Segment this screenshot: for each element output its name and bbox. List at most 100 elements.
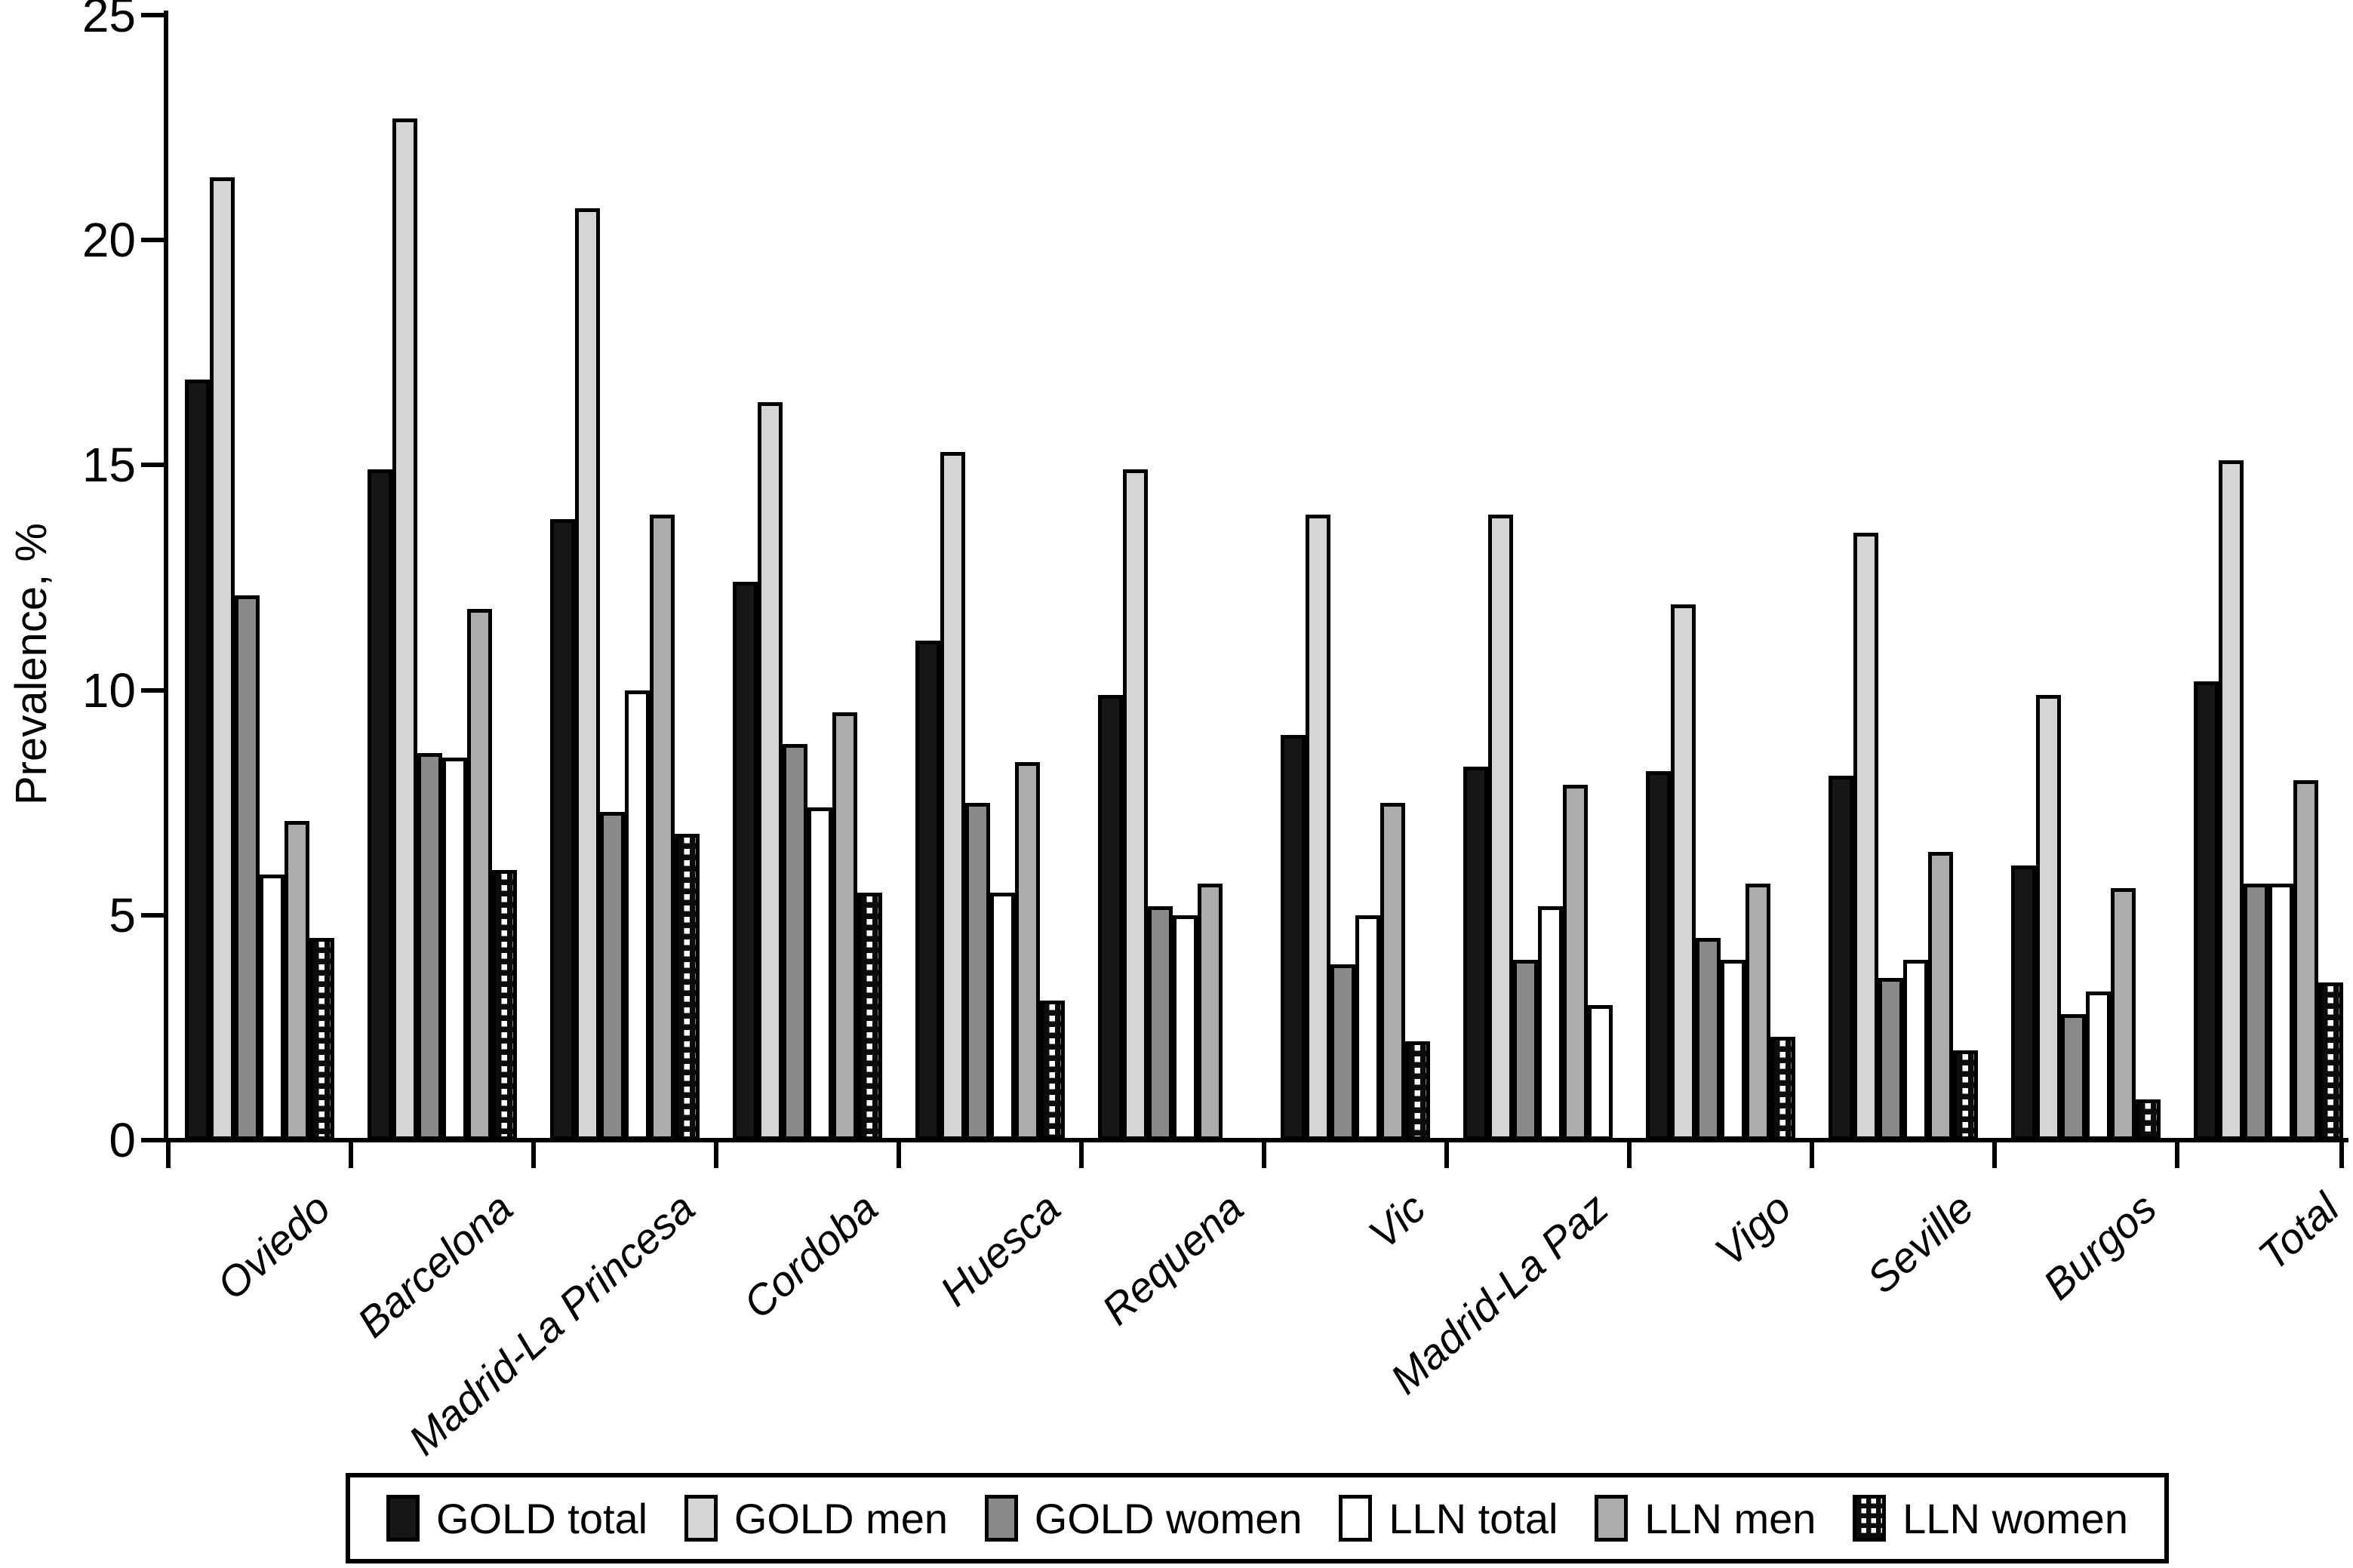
bar-lln-total-vic xyxy=(1355,915,1380,1140)
y-tick-label-5: 5 xyxy=(109,887,136,942)
x-category-label-total: Total xyxy=(2248,1183,2348,1280)
legend-swatch-lln-men xyxy=(1595,1495,1629,1542)
x-tick xyxy=(1810,1138,1814,1168)
x-tick xyxy=(166,1138,171,1168)
bar-lln-total-huesca xyxy=(990,893,1015,1140)
y-tick-label-15: 15 xyxy=(82,438,136,493)
y-tick-20 xyxy=(141,238,166,243)
bar-gold-total-seville xyxy=(1829,776,1853,1140)
bar-gold-total-madrid-la-princesa xyxy=(550,519,575,1140)
x-tick xyxy=(531,1138,536,1168)
bar-lln-total-burgos xyxy=(2086,992,2111,1140)
bar-gold-men-vigo xyxy=(1671,604,1696,1140)
x-category-label-vigo: Vigo xyxy=(1706,1183,1800,1275)
legend-label-lln-men: LLN men xyxy=(1644,1494,1816,1542)
bar-lln-men-madrid-la-paz xyxy=(1563,785,1588,1140)
bar-lln-women-madrid-la-paz xyxy=(1588,1005,1613,1140)
bar-gold-women-cordoba xyxy=(783,744,807,1140)
legend-swatch-gold-total xyxy=(386,1495,420,1542)
bar-lln-women-burgos xyxy=(2136,1099,2161,1140)
x-tick xyxy=(897,1138,901,1168)
bar-gold-women-madrid-la-paz xyxy=(1513,960,1538,1140)
bar-lln-total-barcelona xyxy=(442,758,467,1140)
bar-lln-men-vigo xyxy=(1746,884,1770,1140)
bar-lln-men-vic xyxy=(1380,803,1405,1140)
legend-label-lln-total: LLN total xyxy=(1389,1494,1558,1542)
y-tick-25 xyxy=(141,13,166,17)
bar-lln-men-huesca xyxy=(1015,762,1040,1140)
y-tick-label-0: 0 xyxy=(109,1113,136,1167)
legend-item-lln-total: LLN total xyxy=(1339,1494,1558,1543)
bar-gold-women-requena xyxy=(1148,906,1173,1140)
x-tick xyxy=(1992,1138,1997,1168)
bar-lln-men-total xyxy=(2293,780,2318,1140)
bar-lln-total-cordoba xyxy=(807,807,832,1140)
bar-gold-men-vic xyxy=(1306,515,1330,1140)
bar-lln-women-seville xyxy=(1953,1050,1978,1140)
x-category-label-seville: Seville xyxy=(1858,1183,1982,1302)
x-category-label-oviedo: Oviedo xyxy=(207,1183,339,1309)
x-axis-line xyxy=(164,1138,2348,1142)
bar-lln-total-vigo xyxy=(1721,960,1746,1140)
legend-swatch-lln-women xyxy=(1853,1495,1887,1542)
bar-gold-women-huesca xyxy=(965,803,990,1140)
bar-gold-women-burgos xyxy=(2061,1014,2086,1140)
bar-gold-men-oviedo xyxy=(210,177,235,1140)
bar-lln-women-cordoba xyxy=(857,893,882,1140)
bar-gold-women-madrid-la-princesa xyxy=(600,812,625,1140)
x-tick xyxy=(1079,1138,1084,1168)
bar-lln-total-requena xyxy=(1173,915,1198,1140)
bar-lln-total-seville xyxy=(1903,960,1928,1140)
bar-lln-total-madrid-la-princesa xyxy=(625,690,650,1140)
bar-gold-total-vic xyxy=(1281,735,1306,1140)
bar-gold-women-oviedo xyxy=(235,595,260,1140)
bar-lln-women-barcelona xyxy=(492,870,517,1140)
legend-swatch-lln-total xyxy=(1339,1495,1373,1542)
bar-gold-total-huesca xyxy=(915,641,940,1140)
x-category-label-barcelona: Barcelona xyxy=(348,1183,521,1347)
x-category-label-burgos: Burgos xyxy=(2033,1183,2165,1309)
y-tick-15 xyxy=(141,463,166,468)
bar-gold-men-barcelona xyxy=(392,118,417,1140)
bar-gold-men-seville xyxy=(1853,533,1878,1140)
bar-lln-women-vic xyxy=(1405,1041,1430,1140)
bar-gold-men-cordoba xyxy=(758,402,783,1140)
bar-gold-total-vigo xyxy=(1646,771,1671,1140)
bar-gold-men-total xyxy=(2219,460,2244,1140)
bar-lln-men-seville xyxy=(1928,852,1953,1140)
bar-gold-women-seville xyxy=(1878,978,1903,1140)
x-tick xyxy=(2175,1138,2179,1168)
x-category-label-requena: Requena xyxy=(1092,1183,1252,1334)
legend-item-lln-women: LLN women xyxy=(1853,1494,2128,1543)
x-category-label-vic: Vic xyxy=(1359,1183,1435,1258)
bar-gold-men-requena xyxy=(1123,469,1148,1140)
bar-lln-women-oviedo xyxy=(309,938,334,1140)
y-tick-5 xyxy=(141,912,166,918)
legend-label-lln-women: LLN women xyxy=(1902,1494,2128,1542)
bar-gold-men-madrid-la-princesa xyxy=(575,208,600,1140)
y-tick-label-20: 20 xyxy=(82,213,136,268)
x-tick xyxy=(1444,1138,1449,1168)
legend-label-gold-women: GOLD women xyxy=(1034,1494,1303,1542)
bar-gold-women-total xyxy=(2244,884,2268,1140)
legend-label-gold-total: GOLD total xyxy=(436,1494,648,1542)
legend-item-gold-total: GOLD total xyxy=(386,1494,647,1543)
bar-lln-total-total xyxy=(2268,884,2293,1140)
x-category-label-huesca: Huesca xyxy=(930,1183,1069,1315)
bar-gold-total-barcelona xyxy=(368,469,392,1140)
legend-swatch-gold-women xyxy=(984,1495,1018,1542)
y-axis-line xyxy=(164,11,168,1142)
bar-lln-men-oviedo xyxy=(285,821,309,1140)
bar-gold-men-huesca xyxy=(940,452,965,1140)
x-tick xyxy=(1627,1138,1632,1168)
legend-item-lln-men: LLN men xyxy=(1595,1494,1816,1543)
bar-gold-total-requena xyxy=(1098,695,1123,1140)
x-category-label-cordoba: Cordoba xyxy=(734,1183,887,1328)
legend-item-gold-men: GOLD men xyxy=(684,1494,948,1543)
bar-lln-men-requena xyxy=(1198,884,1223,1140)
y-tick-0 xyxy=(141,1138,166,1142)
legend-swatch-gold-men xyxy=(684,1495,718,1542)
bar-lln-women-huesca xyxy=(1040,1001,1065,1140)
x-tick xyxy=(1262,1138,1266,1168)
